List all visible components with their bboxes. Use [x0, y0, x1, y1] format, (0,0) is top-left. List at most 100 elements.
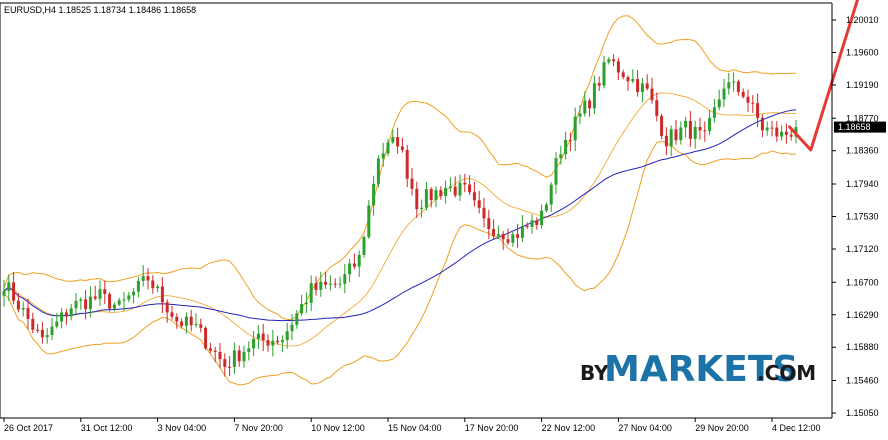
candle-body: [180, 321, 184, 326]
candle-body: [415, 188, 419, 210]
candle-body: [69, 308, 73, 317]
candle-body: [564, 139, 568, 155]
watermark-com: .COM: [757, 361, 816, 385]
candle-body: [540, 210, 544, 226]
candle-body: [223, 359, 227, 367]
current-price-box: [834, 121, 886, 133]
candle-body: [189, 316, 193, 326]
x-tick-label: 4 Dec 12:00: [772, 423, 821, 433]
y-tick-label: 1.16700: [846, 277, 879, 287]
y-tick-label: 1.17120: [846, 244, 879, 254]
candle-body: [175, 316, 179, 322]
candle-body: [693, 127, 697, 139]
candle-body: [132, 291, 136, 296]
candle-body: [12, 282, 16, 301]
candle-body: [333, 283, 337, 285]
candle-body: [362, 237, 366, 255]
candlesticks: [2, 54, 798, 377]
candle-body: [751, 102, 755, 104]
candle-body: [156, 286, 160, 289]
candle-body: [381, 153, 385, 159]
candle-body: [501, 233, 505, 240]
candle-body: [146, 276, 150, 281]
candle-body: [636, 79, 640, 92]
candle-body: [391, 137, 395, 143]
candle-body: [645, 83, 649, 89]
candle-body: [122, 299, 126, 301]
candle-body: [756, 103, 760, 118]
candle-body: [621, 72, 625, 78]
candle-body: [698, 127, 702, 131]
candle-body: [271, 340, 275, 346]
candle-body: [746, 96, 750, 103]
candle-body: [165, 302, 169, 313]
candle-body: [626, 77, 630, 82]
candle-body: [506, 239, 510, 243]
y-tick-label: 1.17530: [846, 212, 879, 222]
candle-body: [21, 307, 25, 310]
candle-body: [55, 321, 59, 327]
candle-body: [228, 366, 232, 368]
candle-body: [429, 189, 433, 200]
y-tick-label: 1.15460: [846, 376, 879, 386]
candle-body: [64, 312, 68, 317]
y-tick-label: 1.19600: [846, 47, 879, 57]
candle-body: [199, 324, 203, 328]
candle-body: [357, 254, 361, 267]
candle-body: [103, 289, 107, 294]
candle-body: [372, 183, 376, 206]
candle-body: [304, 302, 308, 305]
candle-body: [765, 127, 769, 131]
candle-body: [324, 281, 328, 285]
candle-body: [300, 304, 304, 314]
candle-body: [242, 351, 246, 362]
candle-body: [741, 91, 745, 97]
candle-body: [463, 182, 467, 185]
candle-body: [717, 99, 721, 108]
candle-body: [420, 207, 424, 210]
candle-body: [573, 116, 577, 141]
candle-body: [7, 282, 11, 291]
candle-body: [439, 190, 443, 197]
bollinger-lower-line: [3, 140, 797, 386]
candle-body: [640, 83, 644, 92]
forecast-arrow-line: [788, 0, 860, 152]
candle-body: [276, 340, 280, 343]
candle-body: [367, 205, 371, 238]
symbol-header: EURUSD,H4 1.18525 1.18734 1.18486 1.1865…: [4, 5, 196, 15]
candle-body: [549, 184, 553, 205]
x-tick-label: 3 Nov 04:00: [158, 423, 207, 433]
candle-body: [583, 100, 587, 114]
candle-body: [789, 134, 793, 137]
candle-body: [208, 348, 212, 351]
candle-body: [722, 88, 726, 100]
candle-body: [160, 286, 164, 303]
bollinger-upper-line: [3, 15, 797, 321]
candle-body: [319, 281, 323, 290]
candle-body: [285, 331, 289, 341]
y-tick-label: 1.19190: [846, 80, 879, 90]
price-marker[interactable]: 1.18658: [834, 121, 886, 133]
moving-average: [3, 109, 797, 322]
candle-body: [386, 142, 390, 154]
candle-body: [141, 276, 145, 281]
candle-body: [261, 333, 265, 341]
y-tick-label: 1.20010: [846, 15, 879, 25]
candle-body: [616, 61, 620, 73]
candle-body: [712, 107, 716, 118]
x-tick-label: 10 Nov 12:00: [311, 423, 365, 433]
candle-body: [93, 296, 97, 299]
y-tick-label: 1.15880: [846, 342, 879, 352]
candle-body: [376, 158, 380, 184]
y-axis-ticks: 1.20010 1.19600 1.19190 1.18770 1.18360 1.179…: [832, 15, 879, 418]
candle-body: [736, 81, 740, 92]
y-tick-label: 1.18360: [846, 146, 879, 156]
candle-body: [170, 312, 174, 317]
candle-body: [732, 81, 736, 83]
candle-body: [588, 100, 592, 109]
candle-body: [650, 88, 654, 101]
candle-body: [492, 228, 496, 236]
x-tick-label: 7 Nov 20:00: [234, 423, 283, 433]
candle-body: [703, 130, 707, 132]
